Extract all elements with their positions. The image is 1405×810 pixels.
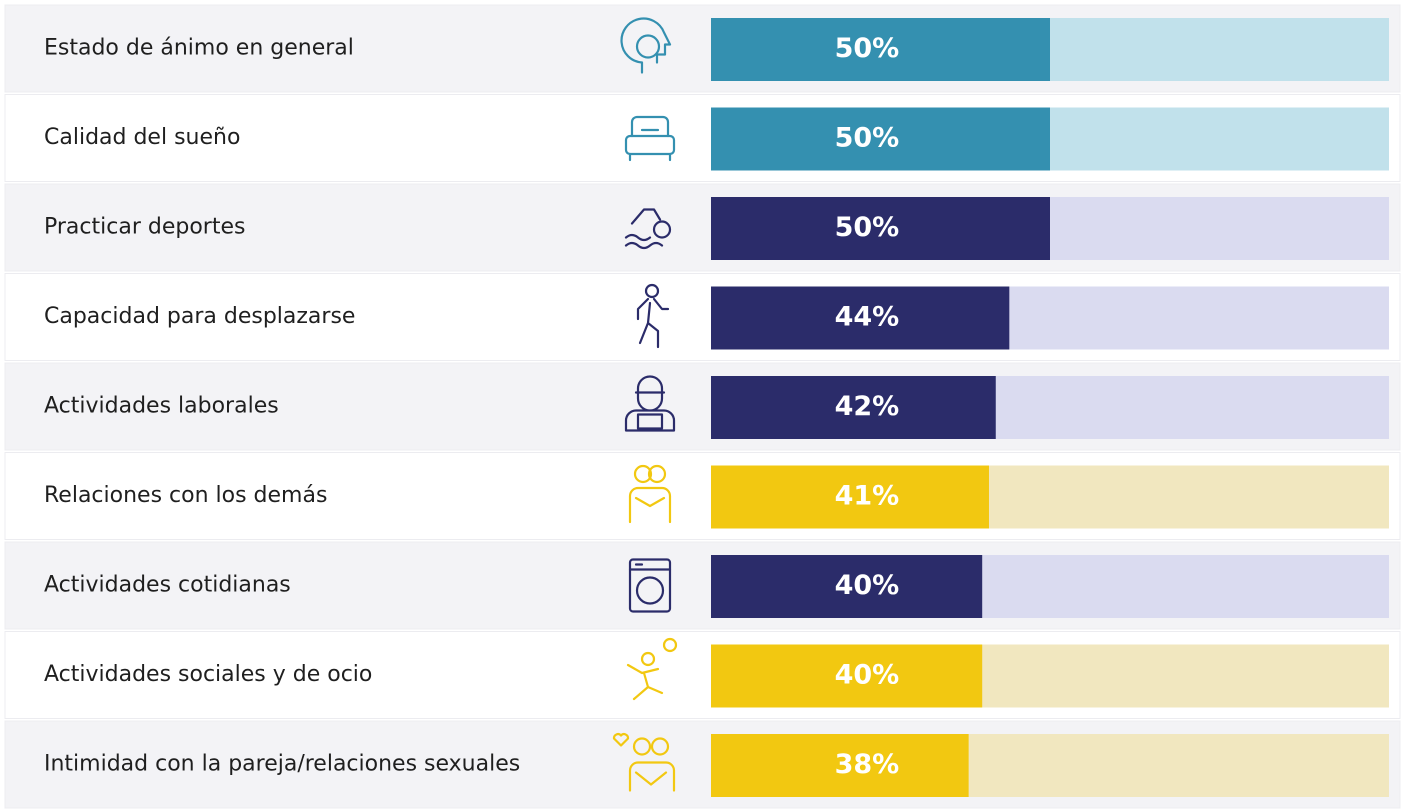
category-label: Calidad del sueño: [44, 125, 240, 150]
value-label: 50%: [835, 33, 900, 64]
category-label: Capacidad para desplazarse: [44, 304, 355, 329]
icon-part: [662, 637, 678, 653]
bar: [711, 644, 983, 708]
icon-part: [624, 134, 676, 156]
icon-part: [635, 34, 661, 59]
icon-part: [628, 563, 672, 571]
category-label: Intimidad con la pareja/relaciones sexua…: [44, 752, 520, 777]
bar: [711, 197, 1050, 260]
row-icon: [624, 375, 676, 432]
icon-part: [624, 375, 676, 432]
icon-part: [640, 651, 656, 667]
category-label: Actividades sociales y de ocio: [44, 662, 372, 687]
row-icon: [636, 283, 670, 349]
icon-part: [626, 663, 664, 701]
bar: [711, 555, 983, 618]
icon-part: [628, 558, 672, 613]
category-label: Estado de ánimo en general: [44, 36, 354, 61]
icon-part: [636, 413, 664, 430]
icon-part: [628, 486, 672, 524]
value-label: 40%: [835, 570, 900, 601]
bar: [711, 107, 1050, 171]
icon-part: [644, 283, 660, 299]
value-label: 50%: [835, 212, 900, 243]
bar: [711, 734, 969, 797]
row-icon: [624, 208, 672, 250]
icon-part: [628, 761, 676, 792]
value-label: 44%: [835, 302, 900, 333]
icon-part: [632, 737, 652, 756]
value-label: 42%: [835, 391, 900, 422]
icon-part: [635, 576, 665, 605]
row-icon: [612, 733, 676, 792]
row-icon: [628, 464, 672, 524]
bar: [711, 465, 989, 529]
icon-part: [628, 115, 672, 162]
icon-part: [652, 220, 672, 239]
category-label: Actividades laborales: [44, 394, 279, 419]
value-label: 38%: [835, 749, 900, 780]
value-label: 40%: [835, 660, 900, 691]
row-icon: [626, 637, 678, 701]
bar: [711, 286, 1010, 350]
icon-part: [647, 464, 667, 484]
value-label: 41%: [835, 481, 900, 512]
row-icon: [628, 558, 672, 613]
category-label: Relaciones con los demás: [44, 483, 327, 508]
icon-part: [650, 737, 670, 756]
row-icon: [624, 115, 676, 162]
bar: [711, 18, 1050, 81]
icon-part: [624, 208, 664, 250]
icon-part: [620, 17, 672, 74]
category-label: Actividades cotidianas: [44, 573, 291, 598]
icon-part: [633, 464, 653, 484]
icon-part: [636, 297, 670, 349]
bar: [711, 376, 996, 439]
category-label: Practicar deportes: [44, 215, 245, 240]
icon-part: [612, 733, 630, 747]
row-icon: [620, 17, 672, 74]
value-label: 50%: [835, 123, 900, 154]
